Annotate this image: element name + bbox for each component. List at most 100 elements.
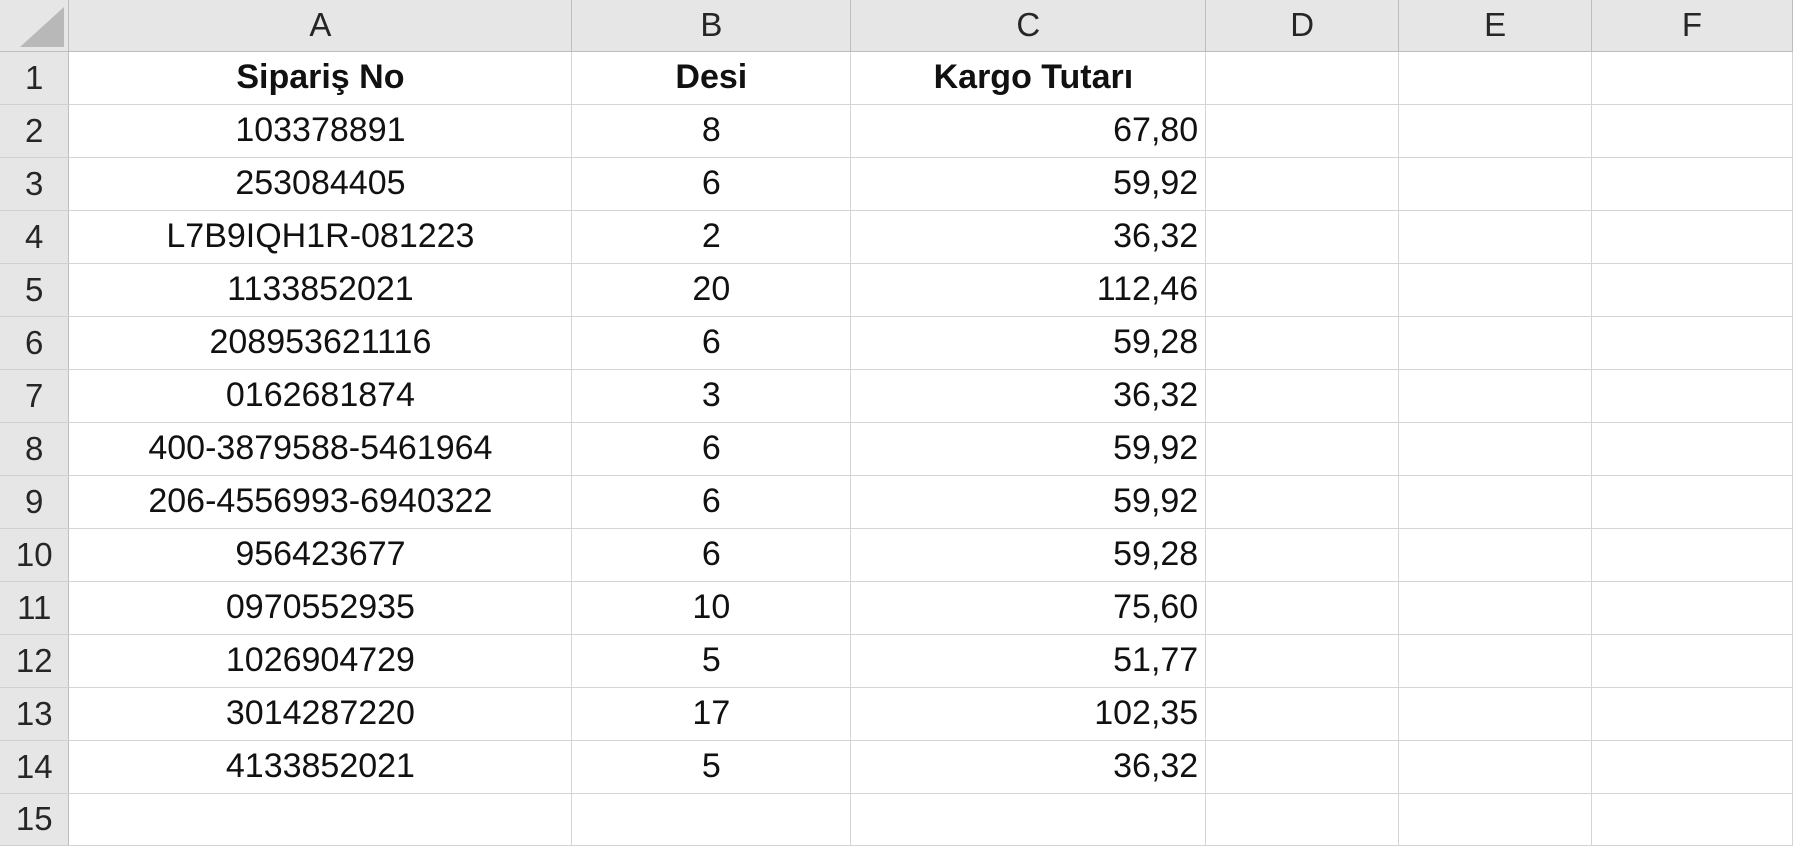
empty-cell-d[interactable] bbox=[1205, 422, 1400, 476]
row-header[interactable]: 12 bbox=[0, 634, 70, 688]
empty-cell-e[interactable] bbox=[1398, 793, 1593, 846]
cell-kargo-tutari[interactable]: 59,92 bbox=[850, 475, 1207, 529]
empty-cell-e[interactable] bbox=[1398, 157, 1593, 211]
column-header-f[interactable]: F bbox=[1591, 0, 1793, 52]
cell-kargo-tutari[interactable]: 112,46 bbox=[850, 263, 1207, 317]
cell-kargo-tutari[interactable]: 59,92 bbox=[850, 422, 1207, 476]
row-header[interactable]: 15 bbox=[0, 793, 70, 846]
cell-kargo-tutari[interactable]: 102,35 bbox=[850, 687, 1207, 741]
cell-kargo-tutari[interactable]: 36,32 bbox=[850, 369, 1207, 423]
cell-kargo-tutari[interactable] bbox=[850, 793, 1207, 846]
empty-cell-e[interactable] bbox=[1398, 263, 1593, 317]
cell-siparis-no[interactable]: 1133852021 bbox=[68, 263, 573, 317]
cell-siparis-no[interactable]: 0162681874 bbox=[68, 369, 573, 423]
empty-cell-f[interactable] bbox=[1591, 581, 1793, 635]
cell-desi[interactable]: 17 bbox=[571, 687, 852, 741]
cell-kargo-tutari[interactable]: 59,28 bbox=[850, 528, 1207, 582]
empty-cell-d[interactable] bbox=[1205, 369, 1400, 423]
cell-siparis-no[interactable] bbox=[68, 793, 573, 846]
cell-siparis-no[interactable]: 206-4556993-6940322 bbox=[68, 475, 573, 529]
column-header-d[interactable]: D bbox=[1205, 0, 1400, 52]
empty-cell-d[interactable] bbox=[1205, 157, 1400, 211]
empty-cell-f[interactable] bbox=[1591, 475, 1793, 529]
empty-cell-e[interactable] bbox=[1398, 210, 1593, 264]
column-header-c[interactable]: C bbox=[850, 0, 1207, 52]
empty-cell-e[interactable] bbox=[1398, 634, 1593, 688]
empty-cell-d[interactable] bbox=[1205, 210, 1400, 264]
empty-cell-f[interactable] bbox=[1591, 263, 1793, 317]
row-header[interactable]: 7 bbox=[0, 369, 70, 423]
empty-cell-d[interactable] bbox=[1205, 104, 1400, 158]
cell-desi[interactable]: 2 bbox=[571, 210, 852, 264]
cell-siparis-no[interactable]: 208953621116 bbox=[68, 316, 573, 370]
select-all-button[interactable] bbox=[0, 0, 70, 52]
empty-cell-e[interactable] bbox=[1398, 687, 1593, 741]
empty-cell-f[interactable] bbox=[1591, 316, 1793, 370]
empty-cell-f[interactable] bbox=[1591, 422, 1793, 476]
empty-cell-e[interactable] bbox=[1398, 51, 1593, 105]
empty-cell-d[interactable] bbox=[1205, 740, 1400, 794]
row-header[interactable]: 4 bbox=[0, 210, 70, 264]
cell-desi[interactable] bbox=[571, 793, 852, 846]
cell-desi[interactable]: 6 bbox=[571, 422, 852, 476]
empty-cell-d[interactable] bbox=[1205, 687, 1400, 741]
empty-cell-e[interactable] bbox=[1398, 528, 1593, 582]
empty-cell-e[interactable] bbox=[1398, 475, 1593, 529]
empty-cell-f[interactable] bbox=[1591, 793, 1793, 846]
row-header[interactable]: 1 bbox=[0, 51, 70, 105]
cell-siparis-no[interactable]: 1026904729 bbox=[68, 634, 573, 688]
empty-cell-f[interactable] bbox=[1591, 369, 1793, 423]
empty-cell-f[interactable] bbox=[1591, 528, 1793, 582]
row-header[interactable]: 2 bbox=[0, 104, 70, 158]
empty-cell-d[interactable] bbox=[1205, 475, 1400, 529]
cell-desi[interactable]: 3 bbox=[571, 369, 852, 423]
empty-cell-f[interactable] bbox=[1591, 634, 1793, 688]
empty-cell-e[interactable] bbox=[1398, 422, 1593, 476]
header-cell-kargo-tutari[interactable]: Kargo Tutarı bbox=[850, 51, 1207, 105]
empty-cell-d[interactable] bbox=[1205, 51, 1400, 105]
cell-siparis-no[interactable]: 400-3879588-5461964 bbox=[68, 422, 573, 476]
empty-cell-e[interactable] bbox=[1398, 581, 1593, 635]
cell-desi[interactable]: 6 bbox=[571, 157, 852, 211]
row-header[interactable]: 6 bbox=[0, 316, 70, 370]
header-cell-siparis-no[interactable]: Sipariş No bbox=[68, 51, 573, 105]
cell-desi[interactable]: 20 bbox=[571, 263, 852, 317]
empty-cell-d[interactable] bbox=[1205, 316, 1400, 370]
row-header[interactable]: 11 bbox=[0, 581, 70, 635]
header-cell-desi[interactable]: Desi bbox=[571, 51, 852, 105]
column-header-e[interactable]: E bbox=[1398, 0, 1593, 52]
cell-desi[interactable]: 6 bbox=[571, 475, 852, 529]
cell-desi[interactable]: 10 bbox=[571, 581, 852, 635]
empty-cell-d[interactable] bbox=[1205, 581, 1400, 635]
cell-siparis-no[interactable]: 0970552935 bbox=[68, 581, 573, 635]
row-header[interactable]: 14 bbox=[0, 740, 70, 794]
empty-cell-f[interactable] bbox=[1591, 51, 1793, 105]
empty-cell-e[interactable] bbox=[1398, 104, 1593, 158]
row-header[interactable]: 5 bbox=[0, 263, 70, 317]
column-header-a[interactable]: A bbox=[68, 0, 573, 52]
empty-cell-d[interactable] bbox=[1205, 634, 1400, 688]
row-header[interactable]: 8 bbox=[0, 422, 70, 476]
cell-desi[interactable]: 6 bbox=[571, 316, 852, 370]
row-header[interactable]: 3 bbox=[0, 157, 70, 211]
cell-desi[interactable]: 8 bbox=[571, 104, 852, 158]
empty-cell-f[interactable] bbox=[1591, 210, 1793, 264]
empty-cell-e[interactable] bbox=[1398, 369, 1593, 423]
cell-kargo-tutari[interactable]: 51,77 bbox=[850, 634, 1207, 688]
empty-cell-d[interactable] bbox=[1205, 263, 1400, 317]
row-header[interactable]: 10 bbox=[0, 528, 70, 582]
cell-desi[interactable]: 5 bbox=[571, 740, 852, 794]
empty-cell-f[interactable] bbox=[1591, 740, 1793, 794]
cell-kargo-tutari[interactable]: 67,80 bbox=[850, 104, 1207, 158]
cell-siparis-no[interactable]: 253084405 bbox=[68, 157, 573, 211]
cell-kargo-tutari[interactable]: 59,28 bbox=[850, 316, 1207, 370]
row-header[interactable]: 9 bbox=[0, 475, 70, 529]
cell-siparis-no[interactable]: 103378891 bbox=[68, 104, 573, 158]
empty-cell-f[interactable] bbox=[1591, 687, 1793, 741]
cell-kargo-tutari[interactable]: 59,92 bbox=[850, 157, 1207, 211]
cell-siparis-no[interactable]: 956423677 bbox=[68, 528, 573, 582]
column-header-b[interactable]: B bbox=[571, 0, 852, 52]
empty-cell-f[interactable] bbox=[1591, 104, 1793, 158]
cell-desi[interactable]: 6 bbox=[571, 528, 852, 582]
empty-cell-e[interactable] bbox=[1398, 740, 1593, 794]
